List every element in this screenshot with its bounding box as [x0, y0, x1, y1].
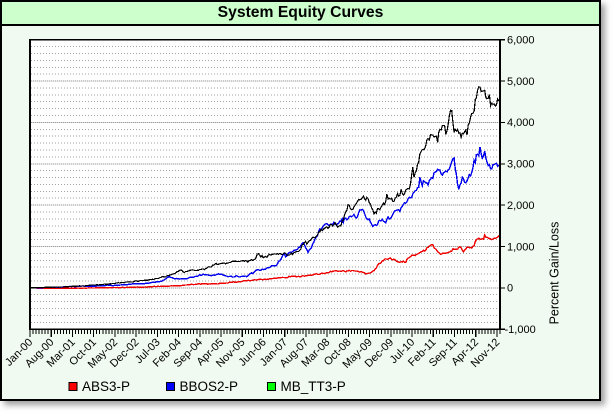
svg-text:3,000: 3,000 — [507, 159, 535, 171]
svg-text:5,000: 5,000 — [507, 76, 535, 88]
svg-text:6,000: 6,000 — [507, 35, 535, 47]
svg-text:Percent Gain/Loss: Percent Gain/Loss — [547, 222, 561, 325]
svg-text:0: 0 — [507, 283, 513, 295]
svg-text:4,000: 4,000 — [507, 117, 535, 129]
svg-text:ABS3-P: ABS3-P — [82, 379, 130, 394]
svg-text:1,000: 1,000 — [507, 241, 535, 253]
svg-text:-1,000: -1,000 — [505, 324, 536, 336]
svg-text:MB_TT3-P: MB_TT3-P — [281, 379, 346, 394]
svg-text:2,000: 2,000 — [507, 200, 535, 212]
svg-text:BBOS2-P: BBOS2-P — [180, 379, 239, 394]
